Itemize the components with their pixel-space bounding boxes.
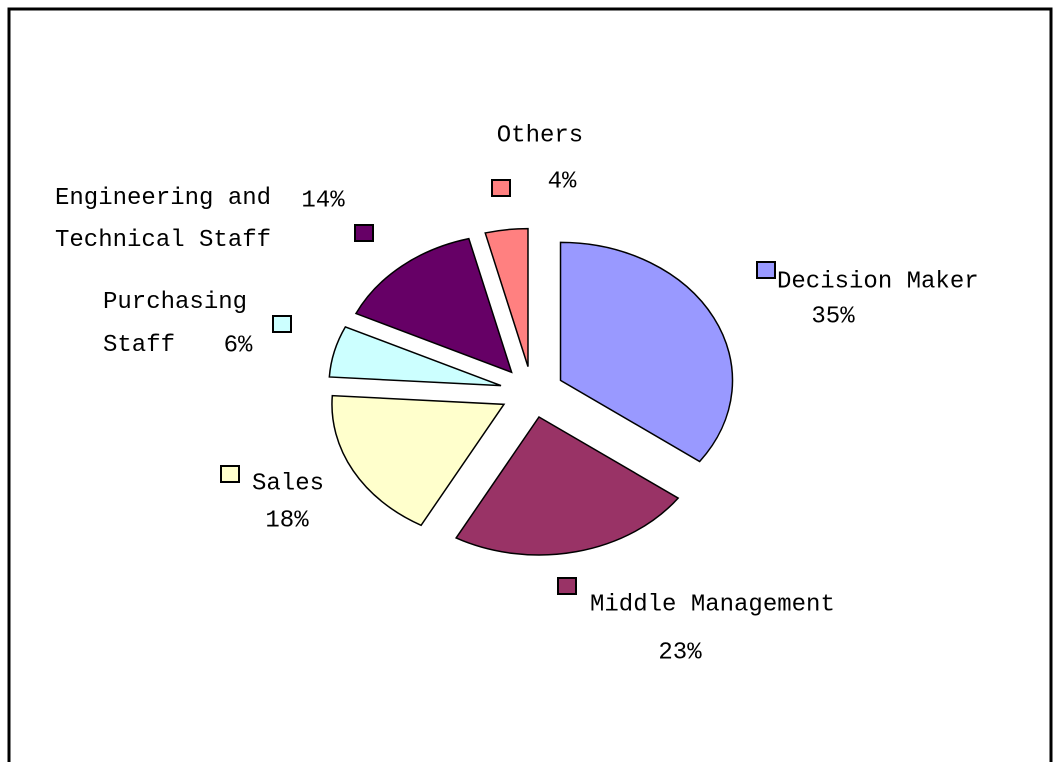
value-label: 14% — [301, 187, 345, 214]
legend-swatch — [354, 224, 374, 242]
pie-slice — [484, 227, 529, 367]
slice-label: Engineering and Technical Staff — [55, 185, 271, 254]
pie-slice — [559, 241, 734, 463]
value-label: 6% — [224, 332, 253, 359]
chart-frame — [7, 7, 1053, 762]
pie-slice — [331, 394, 506, 527]
legend-swatch — [220, 465, 240, 483]
pie-slice — [454, 415, 680, 556]
pie-slice — [354, 237, 513, 374]
slice-label: Sales — [252, 470, 324, 497]
value-label: 4% — [548, 168, 577, 195]
value-label: 18% — [265, 507, 309, 534]
legend-swatch — [491, 179, 511, 197]
slice-label: Others — [497, 122, 583, 149]
slice-label: Decision Maker — [777, 268, 979, 295]
value-label: 35% — [811, 303, 855, 330]
slice-label: Purchasing Staff — [103, 289, 247, 359]
value-label: 23% — [658, 639, 702, 666]
legend-swatch — [557, 577, 577, 595]
slice-label: Middle Management — [590, 591, 835, 618]
legend-swatch — [272, 315, 292, 333]
legend-swatch — [756, 261, 776, 279]
pie-slice — [328, 325, 502, 387]
